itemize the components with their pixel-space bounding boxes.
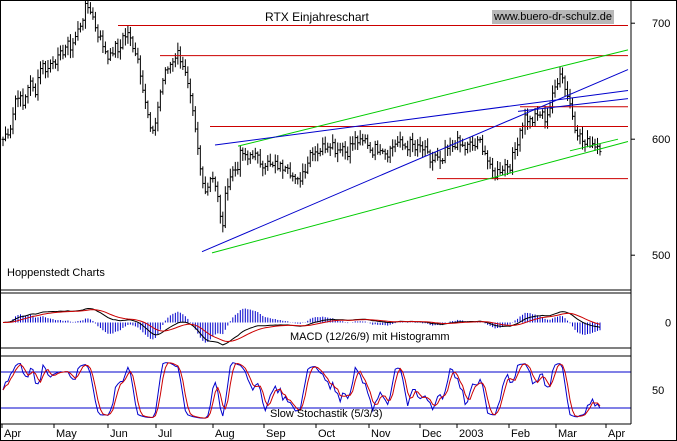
x-tick-label: Jul (158, 428, 172, 440)
stochastic-label: Slow Stochastik (5/3/3) (270, 408, 383, 420)
price-trendlines (118, 25, 629, 254)
stochastic-y-axis: 50 (652, 385, 664, 397)
macd-zero-label: 0 (665, 318, 671, 330)
x-tick-label: Dec (422, 428, 442, 440)
x-tick-label: Jun (110, 428, 128, 440)
stochastic-50-label: 50 (652, 385, 664, 397)
stochastic-panel (0, 362, 631, 419)
x-tick-label: Feb (511, 428, 530, 440)
macd-signal-line (2, 309, 601, 343)
x-tick-label: Sep (266, 428, 286, 440)
watermark: www.buero-dr-schulz.de (492, 10, 614, 24)
y-tick-label: 700 (652, 18, 670, 30)
source-label: Hoppenstedt Charts (7, 267, 105, 279)
x-tick-label: Apr (608, 428, 625, 440)
x-tick-label: Oct (318, 428, 335, 440)
price-y-axis: 500 600 700 (631, 18, 670, 262)
channel-line (237, 49, 629, 147)
y-tick-label: 600 (652, 134, 670, 146)
stochastic-d-line (2, 362, 601, 419)
macd-y-axis: 0 (665, 318, 671, 330)
x-tick-label: Aug (215, 428, 235, 440)
channel-line (569, 138, 619, 152)
x-tick-label: Apr (4, 428, 21, 440)
y-tick-label: 500 (652, 250, 670, 262)
x-tick-label: Mar (558, 428, 577, 440)
price-panel (1, 0, 602, 233)
x-tick-label: 2003 (459, 428, 483, 440)
chart-title: RTX Einjahreschart (265, 10, 369, 24)
trend-line (517, 98, 629, 112)
x-tick-label: May (56, 428, 77, 440)
trend-line (214, 89, 629, 146)
macd-panel (2, 307, 601, 346)
channel-line (211, 141, 629, 254)
x-tick-label: Nov (371, 428, 391, 440)
stochastic-k-line (2, 362, 601, 419)
macd-label: MACD (12/26/9) mit Histogramm (290, 331, 450, 343)
x-axis: Apr May Jun Jul Aug Sep Oct Nov Dec 2003 Feb Mar Apr (1, 424, 625, 440)
